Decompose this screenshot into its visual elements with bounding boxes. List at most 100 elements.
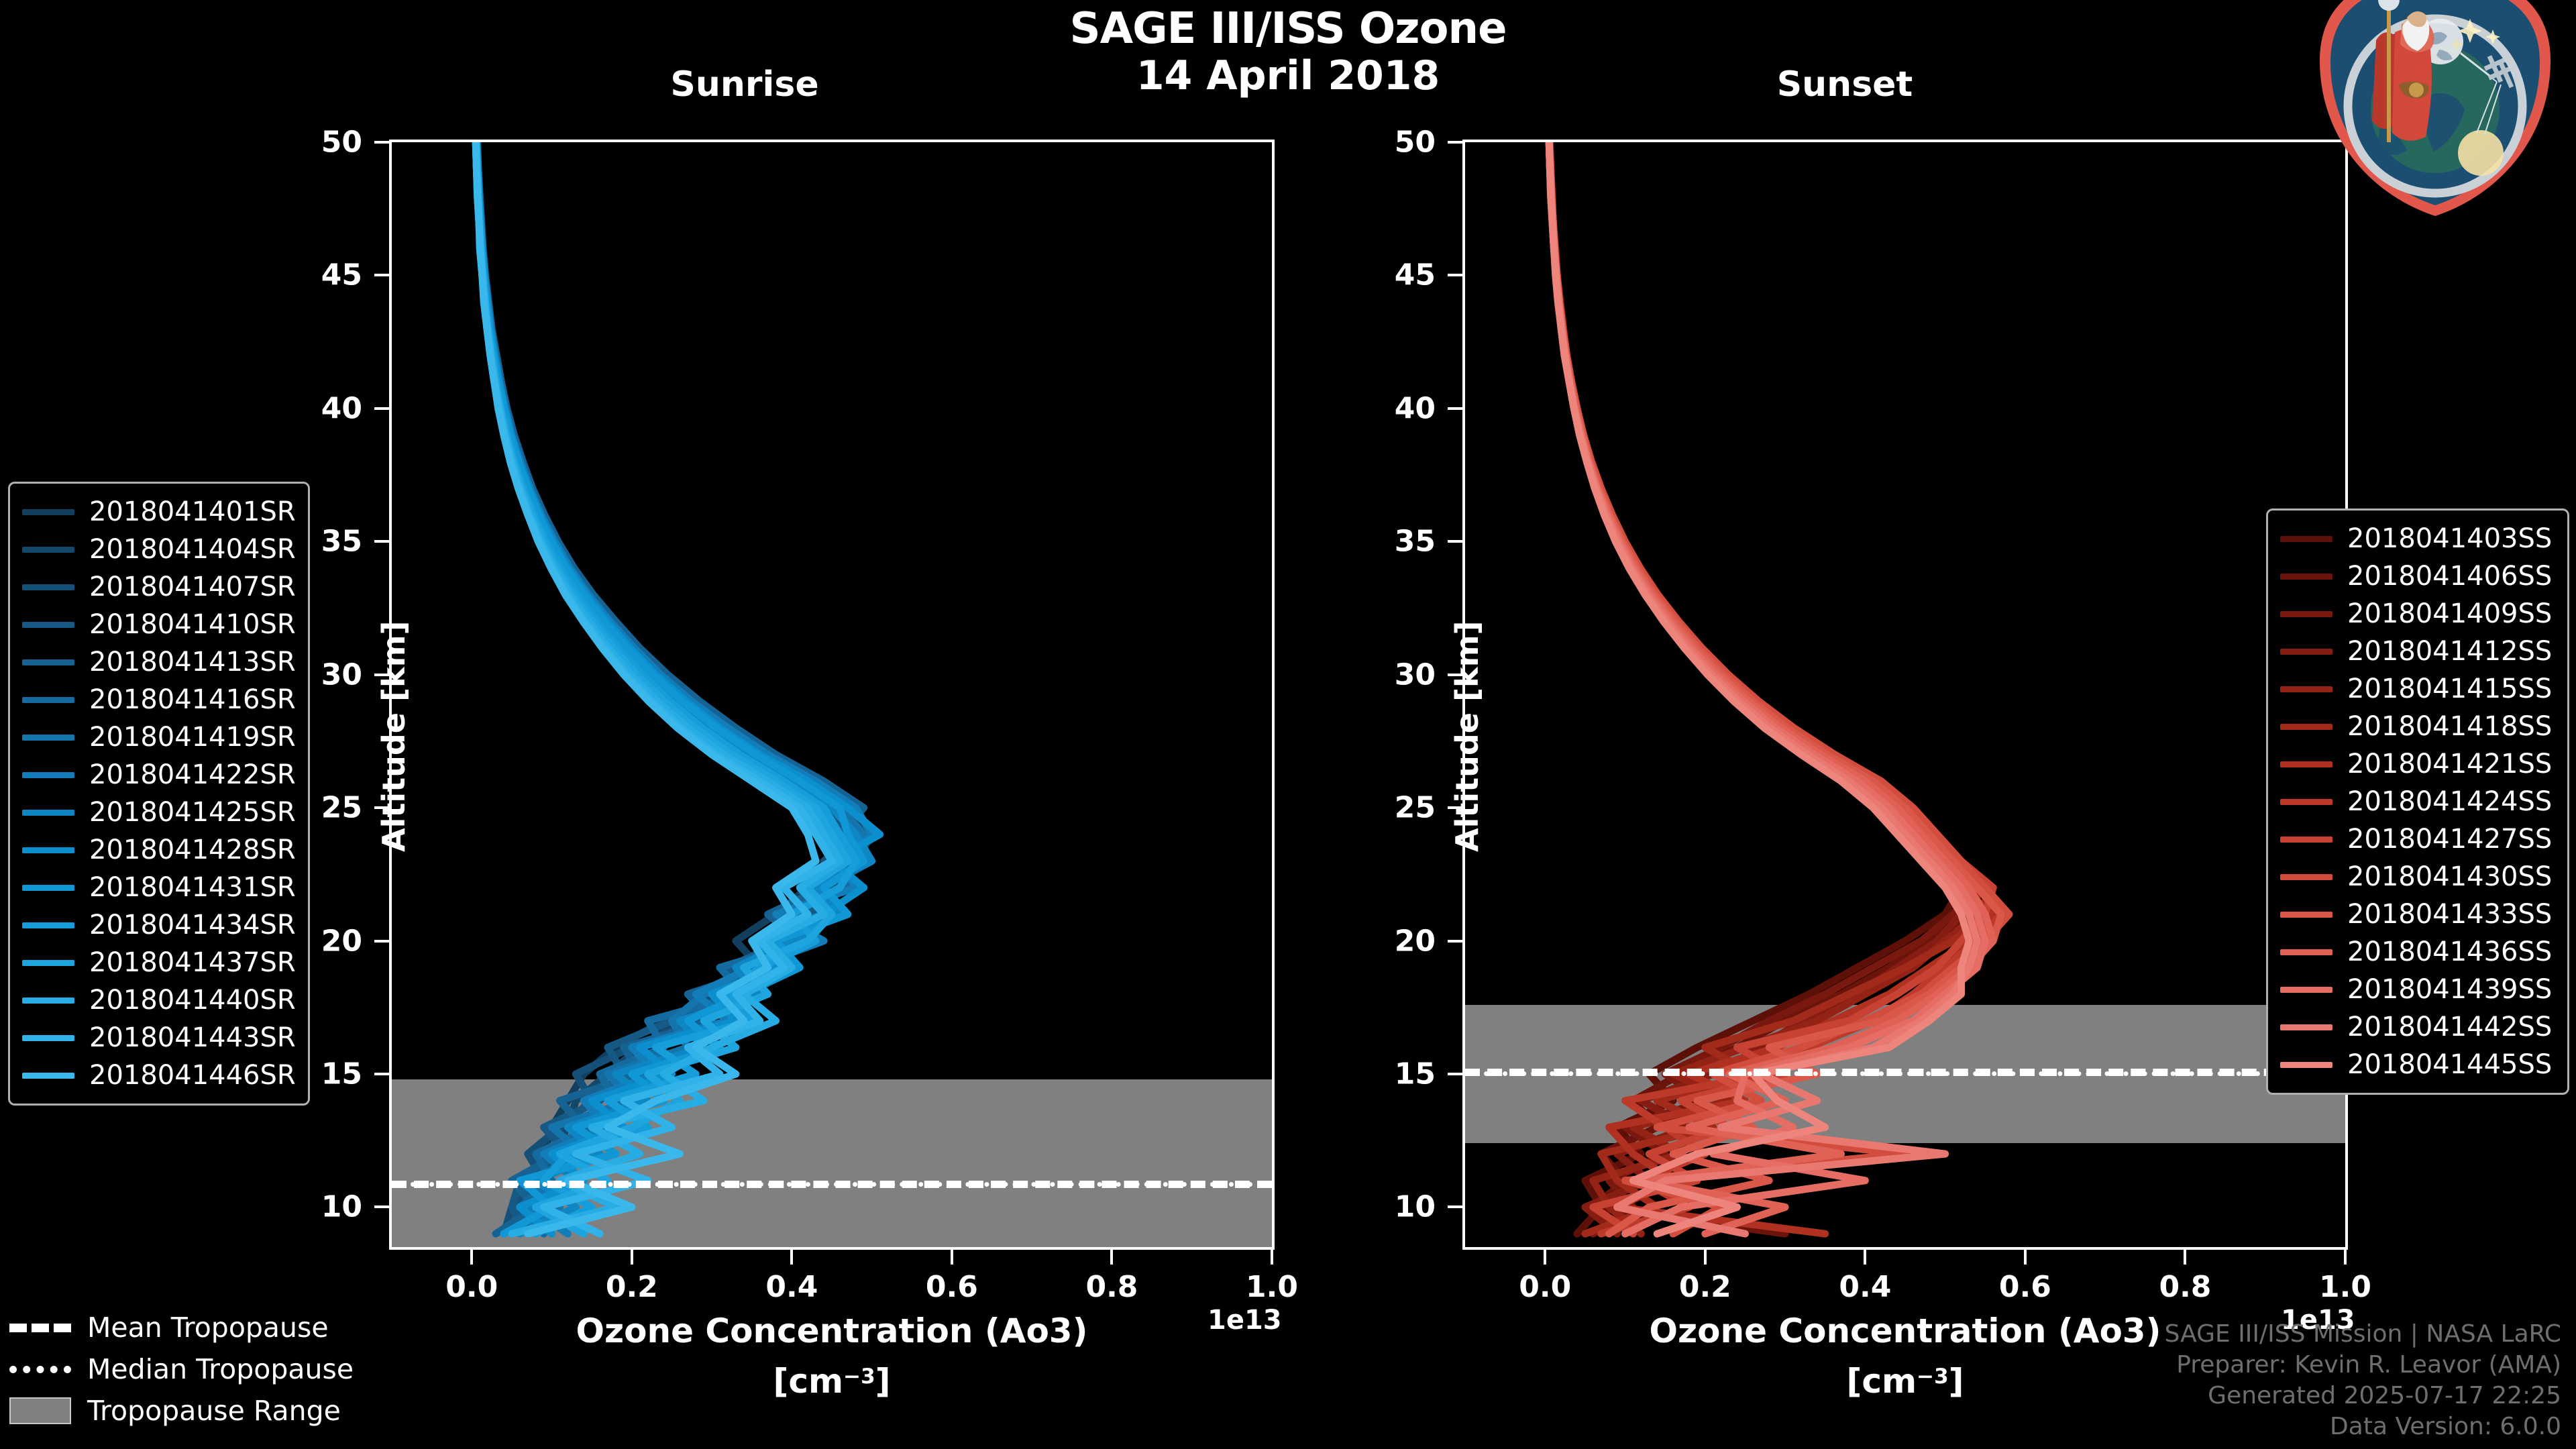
legend-item-label: 2018041421SS <box>2347 749 2553 780</box>
legend-color-swatch <box>22 847 74 853</box>
legend-item-sunrise-event[interactable]: 2018041404SR <box>22 531 296 568</box>
legend-item-sunset-event[interactable]: 2018041439SS <box>2280 971 2555 1008</box>
legend-item-label: 2018041424SS <box>2347 786 2553 817</box>
legend-color-swatch <box>22 997 74 1004</box>
x-axis-tick <box>1544 1250 1547 1265</box>
x-axis-offset-sunrise: 1e13 <box>1208 1305 1282 1336</box>
legend-color-swatch <box>22 696 74 703</box>
legend-item-sunset-event[interactable]: 2018041427SS <box>2280 820 2555 858</box>
x-axis-tick <box>950 1250 953 1265</box>
legend-item-label: 2018041436SS <box>2347 936 2553 967</box>
legend-tropopause: Mean Tropopause Median Tropopause Tropop… <box>9 1307 358 1432</box>
page-subtitle: 14 April 2018 <box>1136 52 1440 99</box>
legend-item-label: 2018041413SR <box>89 647 296 678</box>
legend-item-label: 2018041443SR <box>89 1022 296 1053</box>
x-axis-tick-label: 0.6 <box>1998 1270 2051 1304</box>
page-title: SAGE III/ISS Ozone <box>1069 4 1507 54</box>
legend-item-sunset-event[interactable]: 2018041433SS <box>2280 896 2555 933</box>
legend-item-sunrise-event[interactable]: 2018041416SR <box>22 681 296 718</box>
legend-color-swatch <box>2280 798 2332 805</box>
median-tropopause-line <box>1465 1071 2345 1077</box>
legend-item-sunrise-event[interactable]: 2018041419SR <box>22 718 296 756</box>
legend-item-sunrise-event[interactable]: 2018041437SR <box>22 944 296 981</box>
x-axis-tick <box>1703 1250 1707 1265</box>
x-axis-tick-label: 0.0 <box>1519 1270 1572 1304</box>
legend-item-label: 2018041409SS <box>2347 598 2553 629</box>
x-axis-offset-sunset: 1e13 <box>2281 1305 2355 1336</box>
units-suffix: ] <box>1948 1362 1964 1401</box>
units-exponent: −3 <box>1917 1364 1949 1389</box>
legend-color-swatch <box>22 884 74 891</box>
median-tropopause-line <box>392 1181 1272 1187</box>
y-axis-label-sunset: Altitude [km] <box>1449 621 1485 852</box>
legend-color-swatch <box>22 546 74 553</box>
legend-color-swatch <box>2280 1061 2332 1068</box>
legend-item-sunrise-event[interactable]: 2018041443SR <box>22 1019 296 1057</box>
units-exponent: −3 <box>843 1364 875 1389</box>
legend-item-sunrise-event[interactable]: 2018041428SR <box>22 831 296 869</box>
series-line <box>1545 142 1973 1238</box>
legend-item-sunrise-event[interactable]: 2018041401SR <box>22 493 296 531</box>
x-axis-tick <box>2344 1250 2347 1265</box>
x-axis-tick-label: 0.4 <box>765 1270 818 1304</box>
legend-item-sunset-event[interactable]: 2018041424SS <box>2280 783 2555 820</box>
legend-item-sunset-event[interactable]: 2018041418SS <box>2280 708 2555 745</box>
legend-item-sunrise-event[interactable]: 2018041410SR <box>22 606 296 643</box>
legend-item-sunrise-event[interactable]: 2018041407SR <box>22 568 296 606</box>
legend-item-sunrise-event[interactable]: 2018041440SR <box>22 981 296 1019</box>
x-axis-tick-label: 1.0 <box>2319 1270 2371 1304</box>
legend-item-mean-tropopause: Mean Tropopause <box>9 1307 358 1348</box>
y-axis-tick <box>374 806 389 810</box>
legend-item-sunset-event[interactable]: 2018041412SS <box>2280 633 2555 670</box>
y-axis-tick-label: 50 <box>321 125 362 160</box>
legend-item-label: 2018041442SS <box>2347 1012 2553 1042</box>
legend-item-label: 2018041434SR <box>89 910 296 941</box>
legend-sunset[interactable]: 2018041403SS 2018041406SS 2018041409SS 2018… <box>2266 508 2569 1095</box>
legend-item-sunset-event[interactable]: 2018041436SS <box>2280 933 2555 971</box>
y-axis-tick-label: 40 <box>1394 391 1436 426</box>
legend-item-sunrise-event[interactable]: 2018041425SR <box>22 794 296 831</box>
legend-item-label: 2018041403SS <box>2347 523 2553 554</box>
legend-item-label: 2018041440SR <box>89 985 296 1016</box>
y-axis-tick <box>1448 141 1462 144</box>
legend-item-sunrise-event[interactable]: 2018041413SR <box>22 643 296 681</box>
x-axis-tick <box>1110 1250 1114 1265</box>
y-axis-tick-label: 45 <box>1394 258 1436 292</box>
legend-sunrise[interactable]: 2018041401SR 2018041404SR 2018041407SR 2018… <box>8 482 310 1106</box>
x-axis-tick-label: 0.8 <box>1085 1270 1138 1304</box>
legend-item-sunrise-event[interactable]: 2018041431SR <box>22 869 296 906</box>
legend-color-swatch <box>2280 986 2332 993</box>
series-container <box>1545 142 2013 1238</box>
y-axis-tick <box>1448 673 1462 676</box>
y-axis-tick-label: 10 <box>1394 1189 1436 1224</box>
legend-color-swatch <box>22 809 74 816</box>
legend-item-sunrise-event[interactable]: 2018041422SR <box>22 756 296 794</box>
legend-item-sunset-event[interactable]: 2018041445SS <box>2280 1046 2555 1083</box>
units-suffix: ] <box>875 1362 891 1401</box>
legend-item-sunset-event[interactable]: 2018041421SS <box>2280 745 2555 783</box>
legend-item-label: 2018041425SR <box>89 797 296 828</box>
legend-item-sunset-event[interactable]: 2018041403SS <box>2280 520 2555 557</box>
legend-item-sunrise-event[interactable]: 2018041446SR <box>22 1057 296 1094</box>
legend-item-label: 2018041437SR <box>89 947 296 978</box>
legend-item-label: 2018041419SR <box>89 722 296 753</box>
x-axis-tick <box>470 1250 474 1265</box>
legend-item-sunrise-event[interactable]: 2018041434SR <box>22 906 296 944</box>
y-axis-tick <box>374 673 389 676</box>
legend-item-sunset-event[interactable]: 2018041406SS <box>2280 557 2555 595</box>
legend-item-sunset-event[interactable]: 2018041442SS <box>2280 1008 2555 1046</box>
legend-color-swatch <box>22 771 74 778</box>
x-axis-units-sunrise: [cm−3] <box>389 1362 1275 1401</box>
legend-item-sunset-event[interactable]: 2018041409SS <box>2280 595 2555 633</box>
y-axis-tick <box>1448 939 1462 943</box>
series-line <box>472 142 820 1238</box>
legend-color-swatch <box>2280 949 2332 955</box>
x-axis-tick <box>790 1250 794 1265</box>
y-axis-tick-label: 10 <box>321 1189 362 1224</box>
legend-item-sunset-event[interactable]: 2018041430SS <box>2280 858 2555 896</box>
units-prefix: [cm <box>773 1362 844 1401</box>
legend-item-label: 2018041439SS <box>2347 974 2553 1005</box>
y-axis-tick-label: 15 <box>321 1057 362 1091</box>
legend-item-sunset-event[interactable]: 2018041415SS <box>2280 670 2555 708</box>
footer-mission: SAGE III/ISS Mission | NASA LaRC <box>2164 1320 2561 1348</box>
